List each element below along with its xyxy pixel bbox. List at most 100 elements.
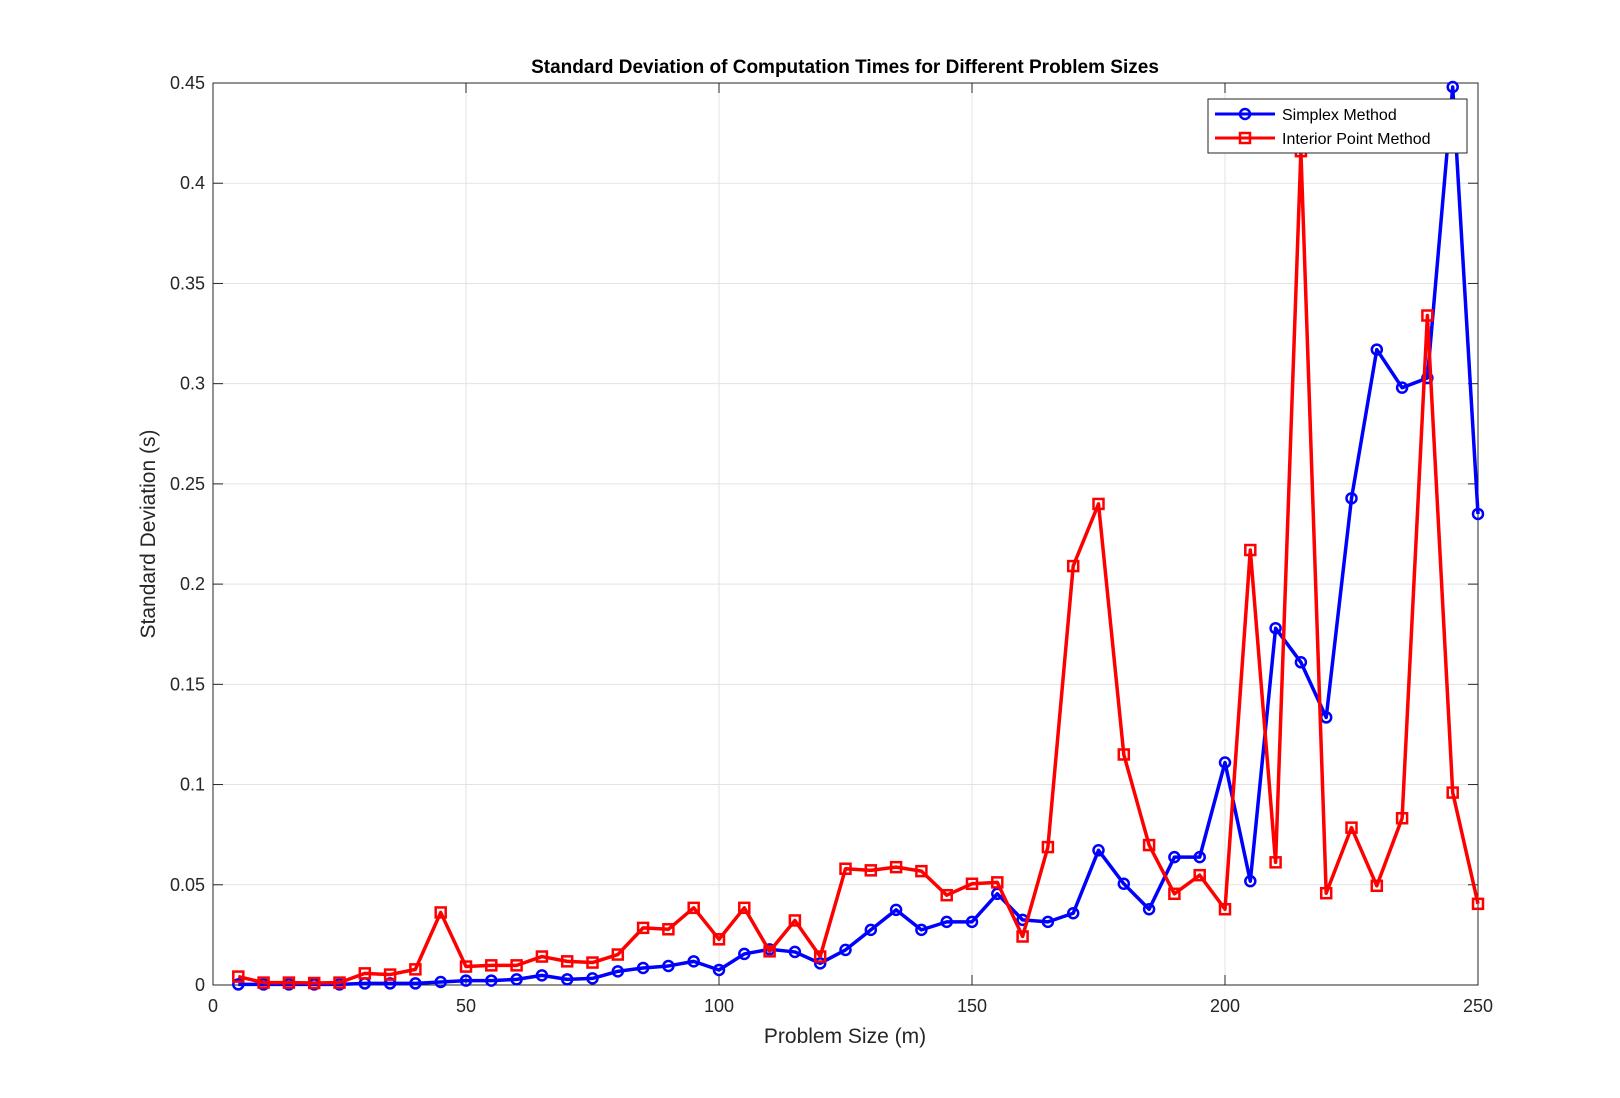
plot-area <box>213 83 1478 985</box>
legend-label-interior-point: Interior Point Method <box>1282 131 1431 148</box>
data-point-simplex <box>1370 343 1384 356</box>
data-point-simplex <box>1345 492 1358 505</box>
plot-frame <box>212 82 1479 986</box>
x-tick-label: 50 <box>456 996 476 1016</box>
series-line-interior-point <box>237 149 1480 985</box>
data-point-simplex <box>662 959 675 973</box>
data-point-interior-point <box>687 901 700 915</box>
data-point-interior-point <box>409 963 422 976</box>
data-point-simplex <box>1041 915 1055 929</box>
data-point-simplex <box>1446 80 1459 94</box>
data-point-interior-point <box>1168 887 1181 901</box>
data-point-interior-point <box>1269 856 1282 869</box>
data-point-interior-point <box>991 876 1004 889</box>
x-tick-label: 200 <box>1210 996 1240 1016</box>
legend: Simplex Method Interior Point Method <box>1207 98 1468 154</box>
x-tick-label: 100 <box>704 996 734 1016</box>
series-layer <box>232 80 1485 991</box>
data-point-interior-point <box>611 948 625 961</box>
data-point-simplex <box>434 975 447 989</box>
data-point-interior-point <box>940 888 953 902</box>
y-tick-label: 0.45 <box>170 73 205 93</box>
data-point-simplex <box>535 969 549 982</box>
data-point-simplex <box>1066 906 1080 920</box>
data-point-interior-point <box>1041 840 1055 854</box>
data-point-simplex <box>1269 621 1282 635</box>
axis-ticks: 0 50 100 150 200 250 0 0.05 0.1 0.15 0.2 0.25 0.3 0.3… <box>170 73 1493 1016</box>
data-point-interior-point <box>662 923 675 936</box>
data-point-simplex <box>510 973 523 986</box>
data-point-simplex <box>485 974 498 987</box>
data-point-simplex <box>889 903 903 917</box>
series-simplex <box>232 80 1485 991</box>
data-point-interior-point <box>1218 902 1232 916</box>
data-point-simplex <box>788 945 802 959</box>
data-point-simplex <box>1471 507 1485 521</box>
data-point-simplex <box>687 955 700 968</box>
x-tick-label: 250 <box>1463 996 1493 1016</box>
data-point-interior-point <box>1142 838 1156 852</box>
data-point-simplex <box>1168 850 1181 864</box>
data-point-simplex <box>940 915 953 929</box>
legend-marker-interior-point <box>1238 131 1252 145</box>
grid-lines <box>213 83 1478 985</box>
data-point-interior-point <box>915 864 928 878</box>
data-point-interior-point <box>434 906 447 919</box>
data-point-interior-point <box>383 968 397 981</box>
data-point-simplex <box>636 961 650 975</box>
y-tick-label: 0.3 <box>180 374 205 394</box>
data-point-simplex <box>586 972 599 985</box>
data-point-interior-point <box>358 967 372 980</box>
data-point-interior-point <box>1370 879 1384 893</box>
series-interior-point <box>232 144 1485 990</box>
data-point-interior-point <box>763 945 776 958</box>
data-point-interior-point <box>1193 868 1206 882</box>
y-tick-label: 0.2 <box>180 574 205 594</box>
data-point-interior-point <box>1421 309 1434 322</box>
data-point-interior-point <box>636 921 650 935</box>
data-point-interior-point <box>1066 559 1080 573</box>
data-point-simplex <box>1142 902 1156 916</box>
data-point-interior-point <box>738 901 751 915</box>
x-tick-label: 0 <box>208 996 218 1016</box>
data-point-interior-point <box>1016 930 1029 943</box>
data-point-interior-point <box>1471 897 1485 911</box>
data-point-interior-point <box>1319 886 1333 900</box>
legend-marker-simplex <box>1238 107 1252 121</box>
data-point-simplex <box>459 974 473 987</box>
data-point-interior-point <box>1446 786 1459 799</box>
data-point-interior-point <box>232 970 245 983</box>
data-point-interior-point <box>535 950 549 963</box>
data-point-interior-point <box>257 976 270 989</box>
y-tick-label: 0.4 <box>180 173 205 193</box>
data-point-simplex <box>915 923 928 937</box>
y-tick-label: 0 <box>195 975 205 995</box>
data-point-interior-point <box>889 860 903 874</box>
data-point-simplex <box>1092 844 1105 857</box>
data-point-interior-point <box>510 959 523 972</box>
x-tick-label: 150 <box>957 996 987 1016</box>
y-tick-label: 0.05 <box>170 875 205 895</box>
data-point-interior-point <box>485 959 498 972</box>
data-point-simplex <box>839 943 852 957</box>
data-point-interior-point <box>1395 811 1409 825</box>
data-point-interior-point <box>560 955 574 968</box>
data-point-interior-point <box>839 862 852 875</box>
data-point-interior-point <box>1244 543 1257 557</box>
y-axis-title: Standard Deviation (s) <box>137 430 160 639</box>
data-point-simplex <box>864 923 878 937</box>
y-tick-label: 0.15 <box>170 674 205 694</box>
data-point-simplex <box>813 957 827 970</box>
data-point-simplex <box>409 977 422 990</box>
data-point-simplex <box>1294 656 1308 669</box>
data-point-simplex <box>1244 874 1257 888</box>
data-point-interior-point <box>307 976 321 990</box>
data-point-interior-point <box>333 976 346 989</box>
data-point-interior-point <box>1117 748 1131 761</box>
data-point-simplex <box>560 973 574 986</box>
legend-box <box>1207 98 1468 154</box>
data-point-simplex <box>1193 850 1206 864</box>
data-point-interior-point <box>965 877 979 891</box>
data-point-interior-point <box>586 956 599 969</box>
